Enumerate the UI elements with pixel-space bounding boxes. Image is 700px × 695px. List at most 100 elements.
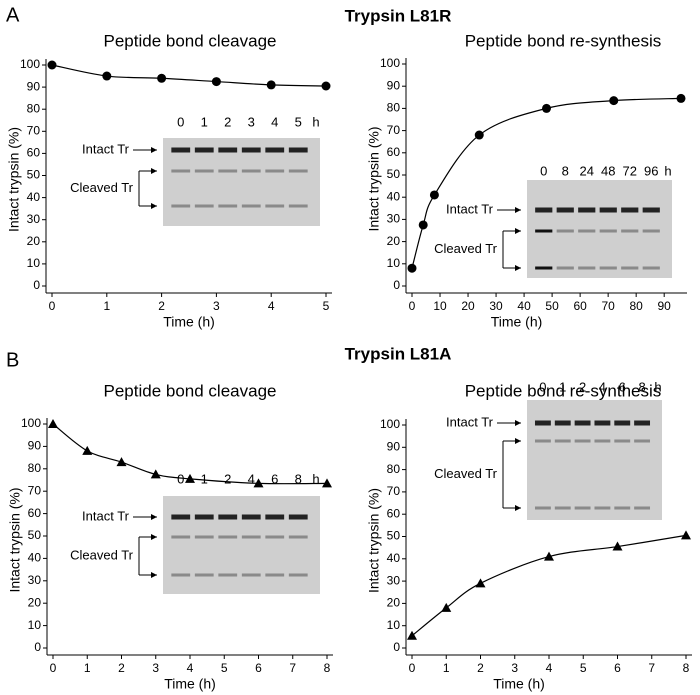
y-tick-label: 80 [28, 461, 42, 475]
x-tick-label: 4 [546, 661, 553, 675]
lane-label: 3 [248, 114, 255, 129]
gel-band [218, 514, 238, 520]
lane-label: 5 [295, 114, 302, 129]
y-tick-label: 50 [387, 529, 401, 543]
y-tick-label: 30 [28, 573, 42, 587]
panel-label: A [6, 4, 20, 26]
gel-band [599, 266, 617, 270]
gel-band [194, 514, 214, 520]
x-tick-label: 3 [213, 299, 220, 313]
gel [163, 496, 320, 594]
y-tick-label: 100 [21, 416, 41, 430]
lane-label: 0 [540, 163, 547, 178]
y-tick-label: 0 [393, 640, 400, 654]
y-tick-label: 80 [387, 462, 401, 476]
y-tick-label: 60 [387, 145, 401, 159]
marker [441, 602, 452, 612]
gel-band [218, 573, 238, 577]
gel-band [554, 420, 571, 426]
gel-band [642, 229, 660, 233]
y-tick-label: 100 [380, 56, 400, 70]
gel-band [171, 169, 191, 173]
x-tick-label: 3 [152, 661, 159, 675]
gel-band [241, 147, 261, 153]
chart-title: Peptide bond cleavage [104, 381, 277, 400]
x-tick-label: 8 [324, 661, 331, 675]
y-tick-label: 10 [387, 618, 401, 632]
y-axis-label: Intact trypsin (%) [366, 126, 382, 231]
gel-band [535, 229, 553, 233]
lane-label: 0 [539, 379, 546, 394]
marker [322, 478, 332, 488]
y-tick-label: 90 [27, 79, 41, 93]
x-tick-label: 5 [221, 661, 228, 675]
y-tick-label: 100 [380, 417, 400, 431]
gel-band [574, 506, 591, 510]
lane-label: 72 [623, 163, 637, 178]
gel-band [265, 535, 285, 539]
x-tick-label: 0 [49, 299, 56, 313]
gel-band [194, 204, 214, 208]
y-axis-label: Intact trypsin (%) [366, 488, 382, 593]
gel-band [535, 207, 553, 213]
gel-band [594, 506, 611, 510]
gel-band [241, 169, 261, 173]
gel-band [594, 439, 611, 443]
gel-band [642, 266, 660, 270]
marker [544, 551, 554, 561]
y-tick-label: 90 [387, 439, 401, 453]
marker [116, 457, 127, 467]
gel-band [594, 420, 611, 426]
x-tick-label: 1 [84, 661, 91, 675]
gel-band [288, 204, 308, 208]
gel-band [534, 439, 551, 443]
x-tick-label: 90 [658, 299, 672, 313]
x-tick-label: 4 [187, 661, 194, 675]
gel-band [614, 439, 631, 443]
y-tick-label: 30 [387, 212, 401, 226]
lane-label: 1 [559, 379, 566, 394]
panel-title: Trypsin L81R [345, 6, 452, 25]
bracket [502, 230, 521, 269]
lane-label: 4 [271, 114, 278, 129]
gel-band [288, 573, 308, 577]
x-tick-label: 6 [255, 661, 262, 675]
lane-unit: h [312, 471, 319, 486]
x-tick-label: 2 [477, 661, 484, 675]
y-tick-label: 90 [387, 78, 401, 92]
arrow-head [515, 505, 521, 511]
chart-title: Peptide bond re-synthesis [465, 381, 662, 400]
intact-label: Intact Tr [446, 414, 494, 429]
marker [211, 77, 221, 87]
x-tick-label: 4 [268, 299, 275, 313]
gel-band [614, 420, 631, 426]
gel-band [574, 439, 591, 443]
y-tick-label: 90 [28, 439, 42, 453]
arrow-head [515, 438, 521, 444]
x-tick-label: 7 [648, 661, 655, 675]
gel-band [288, 169, 308, 173]
x-tick-label: 60 [573, 299, 587, 313]
intact-label: Intact Tr [446, 201, 494, 216]
y-tick-label: 0 [34, 640, 41, 654]
arrow-head [151, 514, 157, 520]
gel-band [288, 514, 308, 520]
gel-band [621, 207, 639, 213]
gel-band [194, 169, 214, 173]
y-tick-label: 50 [27, 168, 41, 182]
gel-band [621, 266, 639, 270]
gel-band [556, 266, 574, 270]
x-tick-label: 40 [517, 299, 531, 313]
arrow-head [151, 147, 157, 153]
gel-band [194, 535, 214, 539]
arrow-head [151, 203, 157, 209]
y-axis-label: Intact trypsin (%) [6, 127, 22, 232]
marker [475, 578, 486, 588]
arrow-head [515, 207, 521, 213]
marker [542, 103, 551, 113]
y-tick-label: 70 [28, 483, 42, 497]
arrow-head [151, 572, 157, 578]
y-tick-label: 100 [20, 57, 40, 71]
panel-label: B [6, 349, 19, 371]
